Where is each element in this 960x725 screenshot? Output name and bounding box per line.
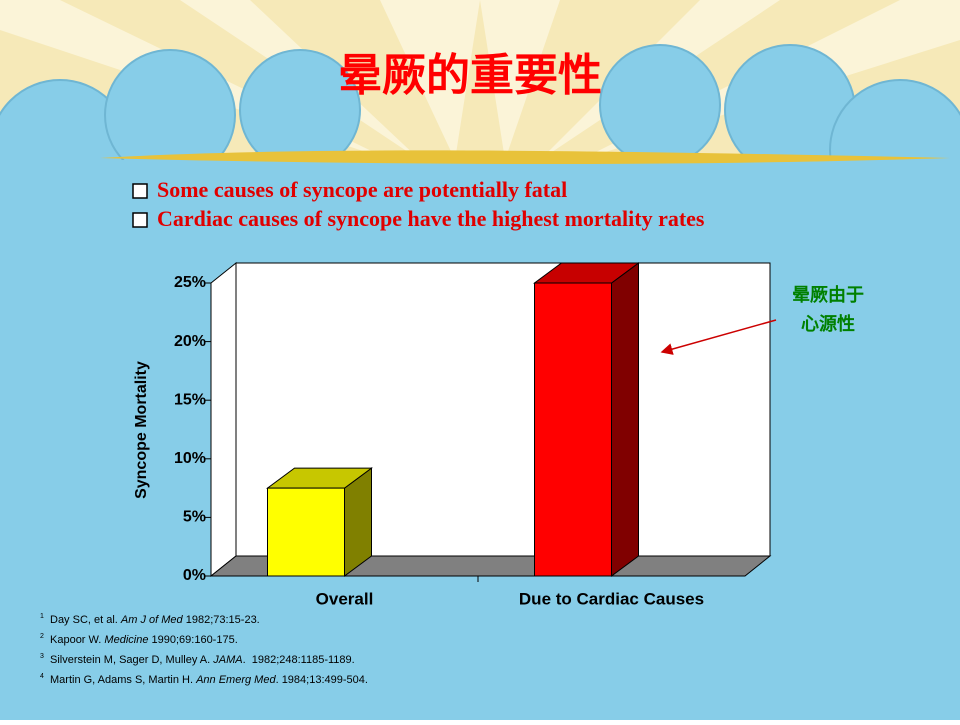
footnote: Kapoor W. Medicine 1990;69:160-175. (50, 634, 238, 646)
checkbox (132, 212, 148, 228)
checkbox (132, 183, 148, 199)
footnote: Silverstein M, Sager D, Mulley A. JAMA. … (50, 654, 355, 666)
x-tick-label: Overall (316, 589, 374, 608)
brush-stroke (100, 150, 950, 164)
footnote-pre: Martin G, Adams S, Martin H. (50, 674, 196, 686)
y-tick-label: 5% (183, 509, 206, 526)
title: 晕厥的重要性 (338, 50, 602, 101)
bar-side (611, 262, 639, 577)
bar (534, 282, 612, 577)
footnote-journal: Ann Emerg Med (195, 674, 276, 686)
annotation: 心源性 (801, 313, 855, 335)
footnote-post: . 1984;13:499-504. (276, 674, 368, 686)
footnote: Martin G, Adams S, Martin H. Ann Emerg M… (50, 674, 368, 686)
footnote-post: 1990;69:160-175. (148, 634, 237, 646)
side-wall (210, 261, 237, 578)
footnote-number: 1 (40, 613, 44, 620)
footnotes: 1 Day SC, et al. Am J of Med 1982;73:15-2… (40, 613, 368, 686)
footnote-number: 2 (40, 633, 44, 640)
footnote-number: 4 (40, 673, 44, 680)
footnote-journal: JAMA (212, 654, 242, 666)
y-axis-label: Syncope Mortality (133, 361, 150, 499)
bullet: Some causes of syncope are potentially f… (157, 177, 567, 202)
bar (267, 487, 345, 577)
footnote: Day SC, et al. Am J of Med 1982;73:15-23… (50, 614, 260, 626)
footnote-pre: Kapoor W. (50, 634, 104, 646)
x-tick-label: Due to Cardiac Causes (519, 589, 704, 608)
footnote-number: 3 (40, 653, 44, 660)
y-tick-label: 15% (174, 391, 206, 408)
footnote-post: . 1982;248:1185-1189. (243, 654, 355, 666)
y-tick-label: 0% (183, 567, 206, 584)
plot: 0% 5% 10% 15% 20% 25% Overall Due to Cardiac Ca… (174, 261, 772, 608)
y-tick-label: 25% (174, 274, 206, 291)
y-tick-label: 10% (174, 450, 206, 467)
footnote-journal: Medicine (104, 634, 148, 646)
footnote-post: 1982;73:15-23. (183, 614, 260, 626)
y-tick-label: 20% (174, 333, 206, 350)
footnote-pre: Silverstein M, Sager D, Mulley A. (50, 654, 213, 666)
footnote-journal: Am J of Med (120, 614, 184, 626)
annotation: 晕厥由于 (792, 284, 864, 306)
annotation-arrow (660, 319, 777, 355)
footnote-pre: Day SC, et al. (50, 614, 121, 626)
bullet: Cardiac causes of syncope have the highe… (157, 206, 705, 231)
